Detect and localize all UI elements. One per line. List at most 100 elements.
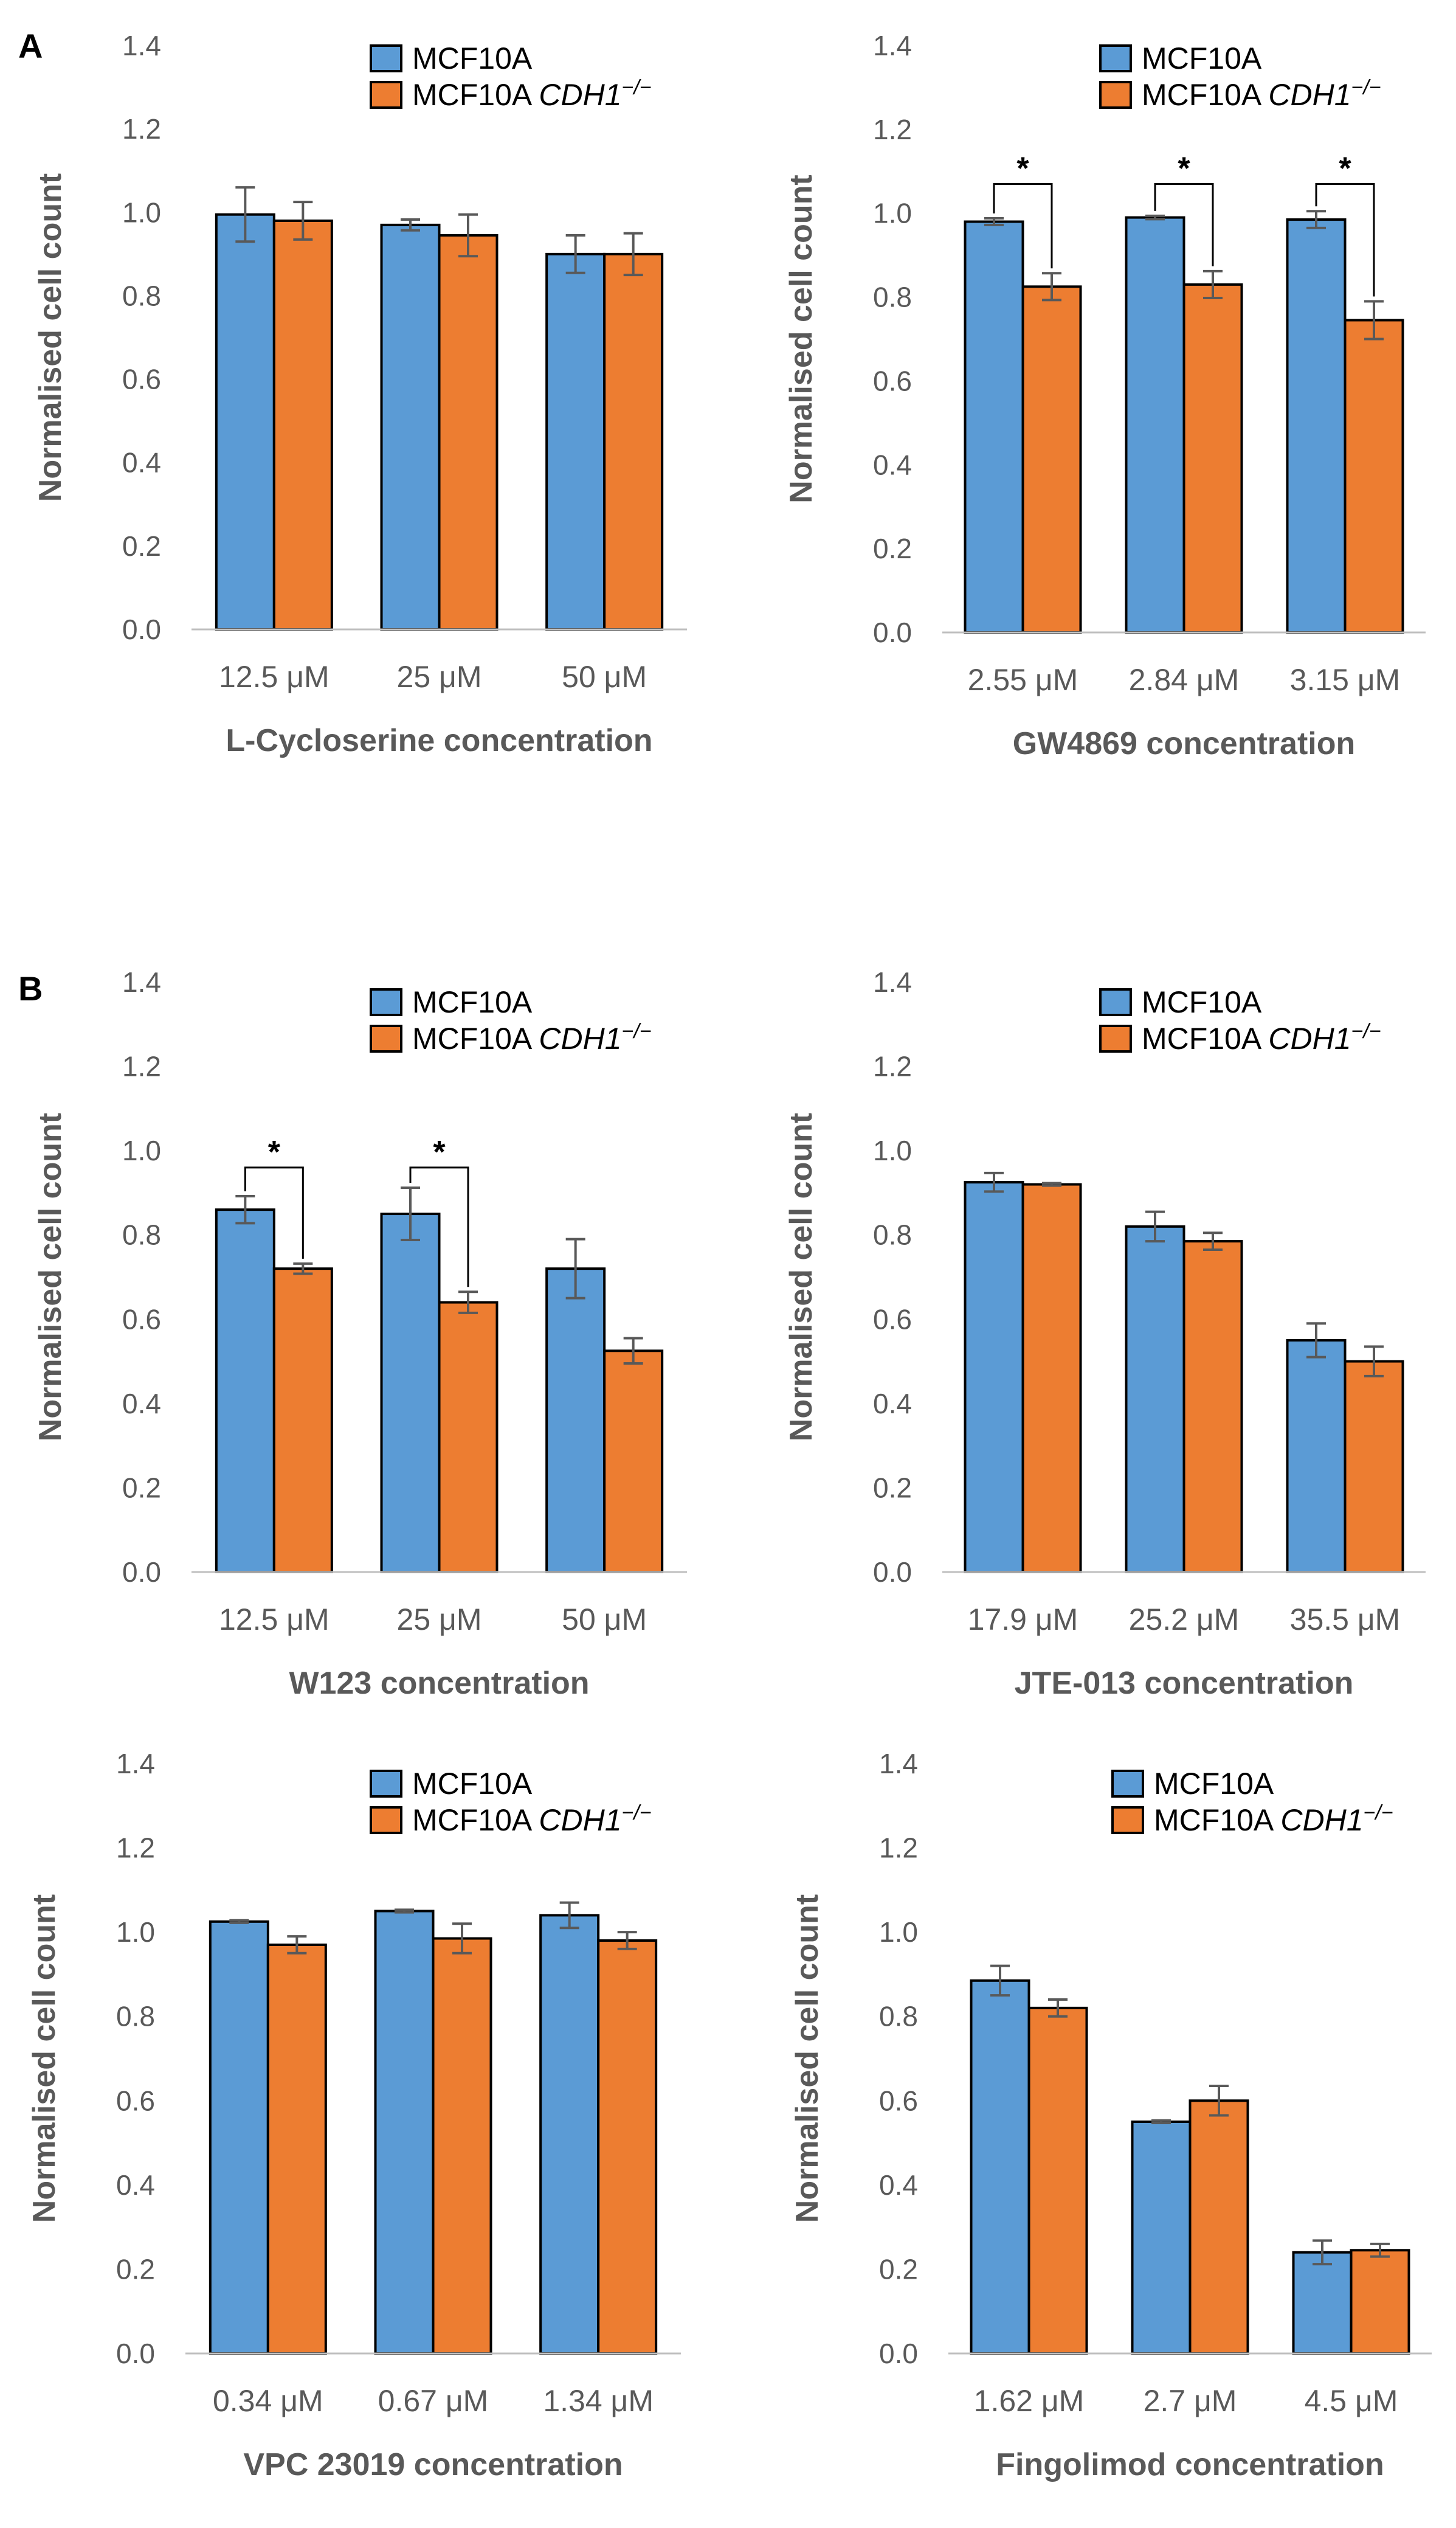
error-bar <box>1370 2242 1390 2258</box>
y-tick-label: 1.0 <box>122 1135 161 1166</box>
bar-mcf10a-3 <box>1286 1338 1347 1573</box>
legend-swatch <box>1099 44 1132 72</box>
error-bar <box>458 213 478 258</box>
error-bar <box>287 1935 307 1955</box>
error-bar <box>1203 269 1223 299</box>
error-bar <box>401 218 420 232</box>
legend-swatch <box>370 1770 402 1798</box>
x-axis-title: VPC 23019 concentration <box>243 2447 623 2482</box>
bar-cdh1-1 <box>272 220 333 631</box>
x-axis-title: JTE-013 concentration <box>1015 1666 1354 1701</box>
y-axis-title: Normalised cell count <box>33 173 68 502</box>
x-axis-title: GW4869 concentration <box>1013 726 1355 761</box>
y-tick-label: 0.0 <box>122 614 161 645</box>
error-bar <box>623 232 643 277</box>
bar-cdh1-3 <box>1344 319 1404 634</box>
x-tick-label: 25 μM <box>397 660 482 694</box>
y-tick-label: 0.0 <box>873 1556 912 1588</box>
x-tick-label: 25.2 μM <box>1129 1602 1240 1636</box>
error-bar <box>1048 1998 1068 2018</box>
y-tick-label: 0.8 <box>873 282 912 313</box>
y-tick-label: 1.4 <box>873 966 912 998</box>
y-tick-label: 0.4 <box>873 1388 912 1419</box>
error-bar <box>1145 1210 1165 1243</box>
bar-mcf10a-2 <box>1125 1225 1185 1574</box>
bar-cdh1-2 <box>432 1937 492 2355</box>
y-tick-label: 0.8 <box>879 2001 918 2032</box>
bar-cdh1-1 <box>1021 1183 1082 1573</box>
y-tick-label: 0.2 <box>122 1472 161 1503</box>
y-tick-label: 1.2 <box>122 113 161 145</box>
x-tick-label: 12.5 μM <box>219 1602 329 1636</box>
error-bar <box>293 1262 313 1275</box>
bar-mcf10a-1 <box>215 1208 275 1573</box>
y-tick-label: 1.0 <box>873 198 912 229</box>
significance-star: * <box>1016 151 1029 186</box>
bar-cdh1-1 <box>1027 2006 1088 2355</box>
bar-mcf10a-2 <box>1125 216 1185 634</box>
x-tick-label: 2.55 μM <box>968 663 1078 697</box>
error-bar <box>565 234 585 274</box>
y-tick-label: 0.6 <box>116 2085 155 2116</box>
bar-cdh1-3 <box>603 1349 664 1573</box>
error-bar <box>559 1901 579 1930</box>
error-bar <box>235 186 255 243</box>
error-bar <box>1306 210 1326 229</box>
x-tick-label: 2.84 μM <box>1129 663 1240 697</box>
y-axis-title: Normalised cell count <box>784 1113 819 1441</box>
x-tick-label: 12.5 μM <box>219 660 329 694</box>
x-tick-label: 1.34 μM <box>543 2384 654 2418</box>
bar-cdh1-3 <box>597 1939 658 2355</box>
legend-swatch <box>1099 988 1132 1016</box>
y-tick-label: 1.2 <box>122 1051 161 1082</box>
x-tick-label: 50 μM <box>562 1602 647 1636</box>
x-tick-label: 3.15 μM <box>1290 663 1401 697</box>
legend-swatch <box>370 1025 402 1053</box>
x-axis-title: Fingolimod concentration <box>996 2447 1384 2482</box>
legend-swatch <box>370 988 402 1016</box>
chart-panel-3: B 0.0 0.2 0.4 0.6 0.8 1.0 1.2 1.4 Normalised cell… <box>18 966 687 1701</box>
y-tick-label: 0.4 <box>122 447 161 479</box>
x-axis-title: L-Cycloserine concentration <box>226 723 652 758</box>
legend-swatch <box>1111 1770 1144 1798</box>
bar-mcf10a-2 <box>1131 2120 1192 2355</box>
bar-cdh1-1 <box>1021 285 1082 634</box>
bar-mcf10a-1 <box>964 220 1024 634</box>
x-tick-label: 17.9 μM <box>968 1602 1078 1636</box>
y-tick-label: 1.0 <box>116 1916 155 1948</box>
legend-label: MCF10A <box>1142 985 1262 1019</box>
error-bar <box>1209 2085 1229 2117</box>
significance-bracket <box>993 182 1053 269</box>
error-bar <box>984 216 1004 227</box>
significance-bracket <box>1154 182 1214 266</box>
significance-star: * <box>268 1135 281 1170</box>
bar-mcf10a-3 <box>1292 2251 1353 2355</box>
y-tick-label: 0.2 <box>116 2253 155 2285</box>
chart-panel-2: 0.0 0.2 0.4 0.6 0.8 1.0 1.2 1.4 Normalised cell … <box>784 30 1426 761</box>
y-tick-label: 0.0 <box>116 2338 155 2369</box>
chart-panel-6: 0.0 0.2 0.4 0.6 0.8 1.0 1.2 1.4 Normalised cell … <box>790 1748 1432 2482</box>
y-tick-label: 0.8 <box>122 1219 161 1251</box>
significance-star: * <box>1178 151 1190 186</box>
legend-label: MCF10A CDH1−/− <box>1154 1801 1393 1837</box>
legend-swatch <box>370 81 402 109</box>
y-tick-label: 0.8 <box>116 2001 155 2032</box>
bar-mcf10a-3 <box>1286 218 1347 634</box>
y-tick-label: 0.6 <box>879 2085 918 2116</box>
error-bar <box>458 1290 478 1314</box>
y-tick-label: 0.8 <box>873 1219 912 1251</box>
bar-mcf10a-3 <box>539 1914 600 2355</box>
legend-label: MCF10A <box>412 41 533 75</box>
error-bar <box>1306 1322 1326 1359</box>
bar-cdh1-3 <box>1344 1360 1404 1574</box>
significance-bracket <box>244 1166 304 1259</box>
legend-label: MCF10A CDH1−/− <box>1142 76 1381 112</box>
y-tick-label: 1.0 <box>879 1916 918 1948</box>
bar-cdh1-2 <box>438 1301 499 1574</box>
y-tick-label: 1.4 <box>873 30 912 61</box>
y-tick-label: 1.2 <box>116 1832 155 1864</box>
